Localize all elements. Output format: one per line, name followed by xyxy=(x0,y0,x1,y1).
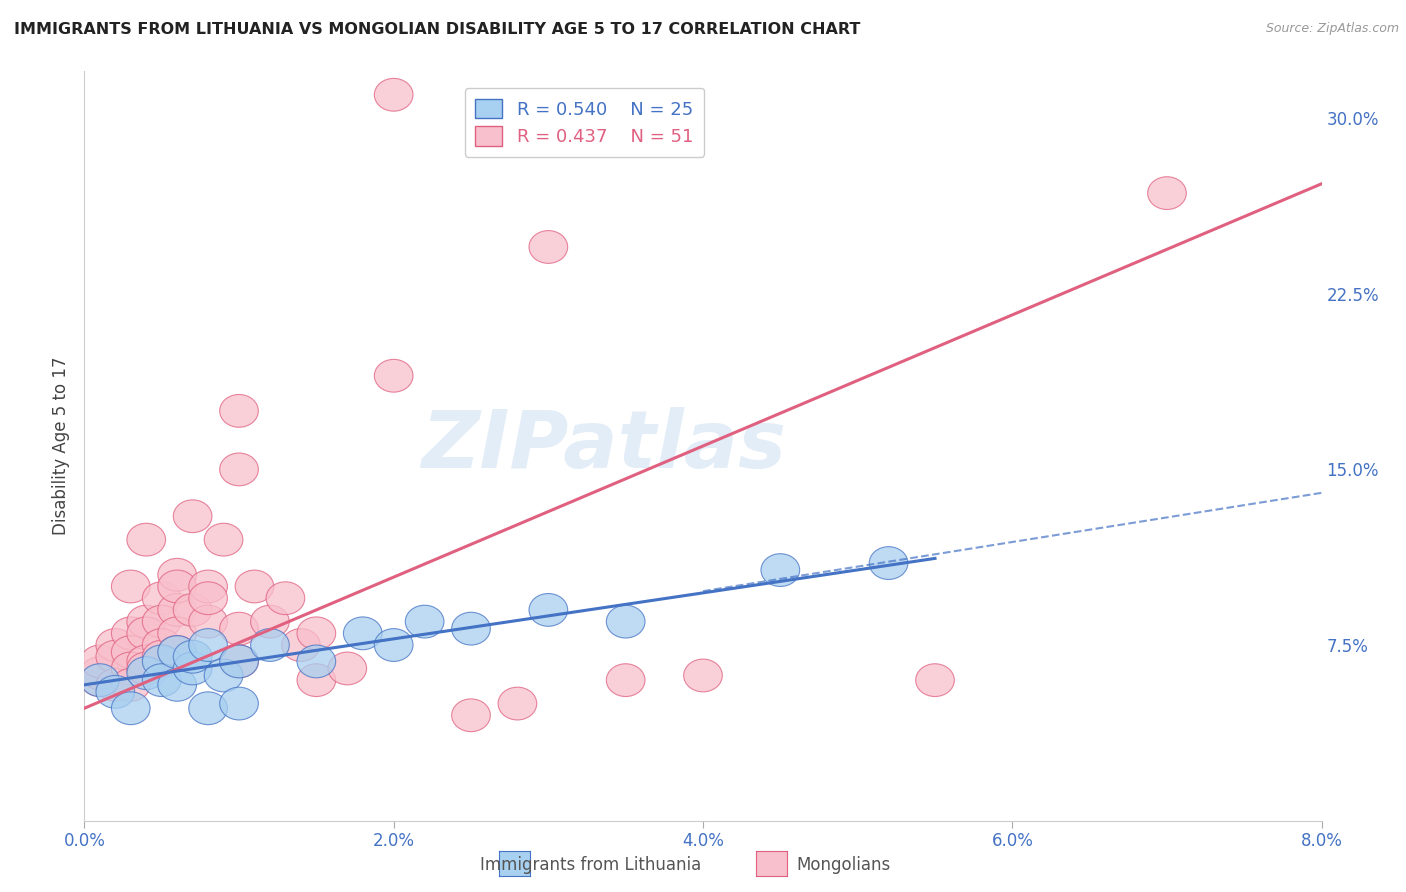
Y-axis label: Disability Age 5 to 17: Disability Age 5 to 17 xyxy=(52,357,70,535)
Text: ZIPatlas: ZIPatlas xyxy=(422,407,786,485)
Text: Source: ZipAtlas.com: Source: ZipAtlas.com xyxy=(1265,22,1399,36)
Legend: R = 0.540    N = 25, R = 0.437    N = 51: R = 0.540 N = 25, R = 0.437 N = 51 xyxy=(464,88,704,157)
Text: Immigrants from Lithuania: Immigrants from Lithuania xyxy=(479,856,702,874)
Text: Mongolians: Mongolians xyxy=(796,856,891,874)
Text: IMMIGRANTS FROM LITHUANIA VS MONGOLIAN DISABILITY AGE 5 TO 17 CORRELATION CHART: IMMIGRANTS FROM LITHUANIA VS MONGOLIAN D… xyxy=(14,22,860,37)
